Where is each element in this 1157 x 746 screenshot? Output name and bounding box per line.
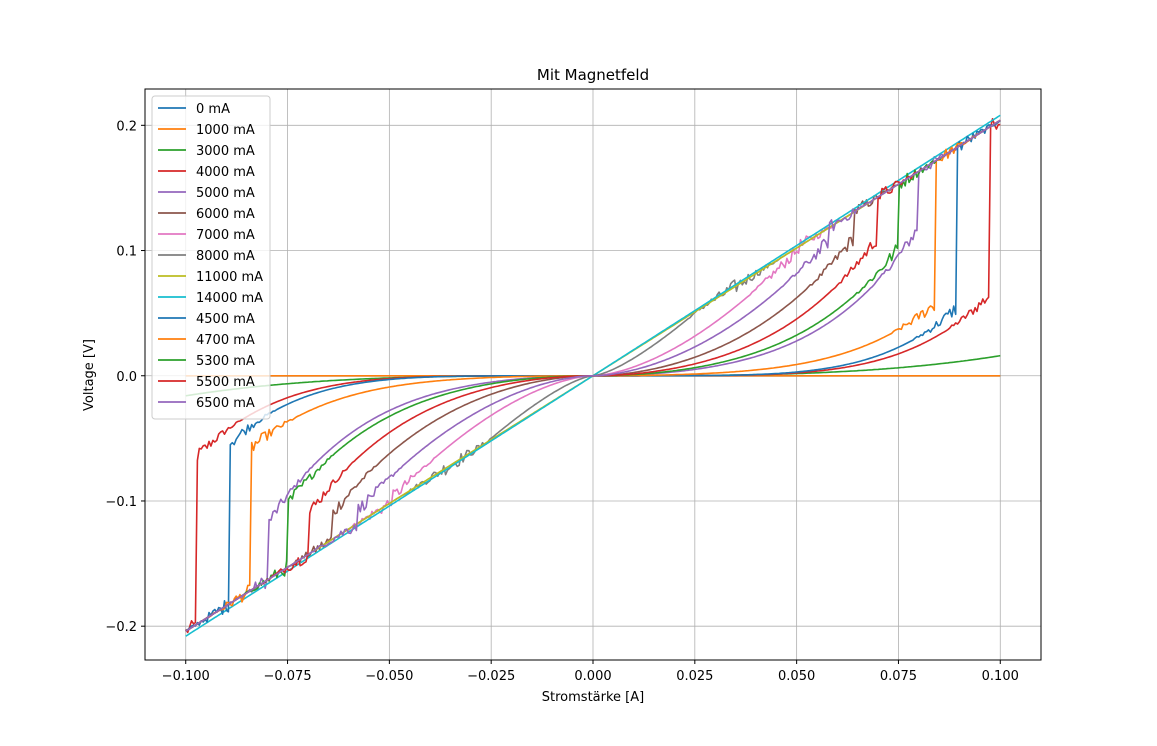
legend-label: 3000 mA [196,144,255,159]
y-tick-label: −0.1 [105,495,137,510]
y-axis-label: Voltage [V] [82,339,97,411]
x-tick-label: −0.050 [365,669,413,684]
legend-label: 7000 mA [196,228,255,243]
series-lines [185,114,1001,637]
legend-label: 4700 mA [196,333,255,348]
legend: 0 mA 1000 mA 3000 mA 4000 mA 5000 mA 6000 mA 7… [151,95,271,420]
chart-title: Mit Magnetfeld [537,66,649,84]
x-tick-label: 0.050 [778,669,815,684]
legend-label: 4500 mA [196,312,255,327]
legend-label: 6000 mA [196,207,255,222]
legend-label: 5300 mA [196,354,255,369]
x-axis: −0.100 −0.075 −0.050 −0.025 0.000 0.025 0.050 0… [162,660,1019,684]
y-axis: −0.2 −0.1 0.0 0.1 0.2 [105,119,145,635]
legend-label: 5500 mA [196,375,255,390]
x-tick-label: 0.025 [676,669,713,684]
legend-label: 4000 mA [196,165,255,180]
x-tick-label: −0.025 [467,669,515,684]
x-axis-label: Stromstärke [A] [542,690,644,705]
legend-label: 6500 mA [196,396,255,411]
legend-label: 11000 mA [196,270,263,285]
legend-label: 14000 mA [196,291,263,306]
legend-label: 5000 mA [196,186,255,201]
x-tick-label: 0.100 [982,669,1019,684]
legend-label: 0 mA [196,102,230,117]
series-line-14 [185,119,1001,632]
y-tick-label: 0.0 [116,370,137,385]
x-tick-label: −0.075 [263,669,311,684]
legend-label: 1000 mA [196,123,255,138]
legend-label: 8000 mA [196,249,255,264]
x-tick-label: −0.100 [162,669,210,684]
y-tick-label: 0.1 [116,245,137,260]
x-tick-label: 0.000 [574,669,611,684]
y-tick-label: 0.2 [116,119,137,134]
y-tick-label: −0.2 [105,620,137,635]
x-tick-label: 0.075 [880,669,917,684]
